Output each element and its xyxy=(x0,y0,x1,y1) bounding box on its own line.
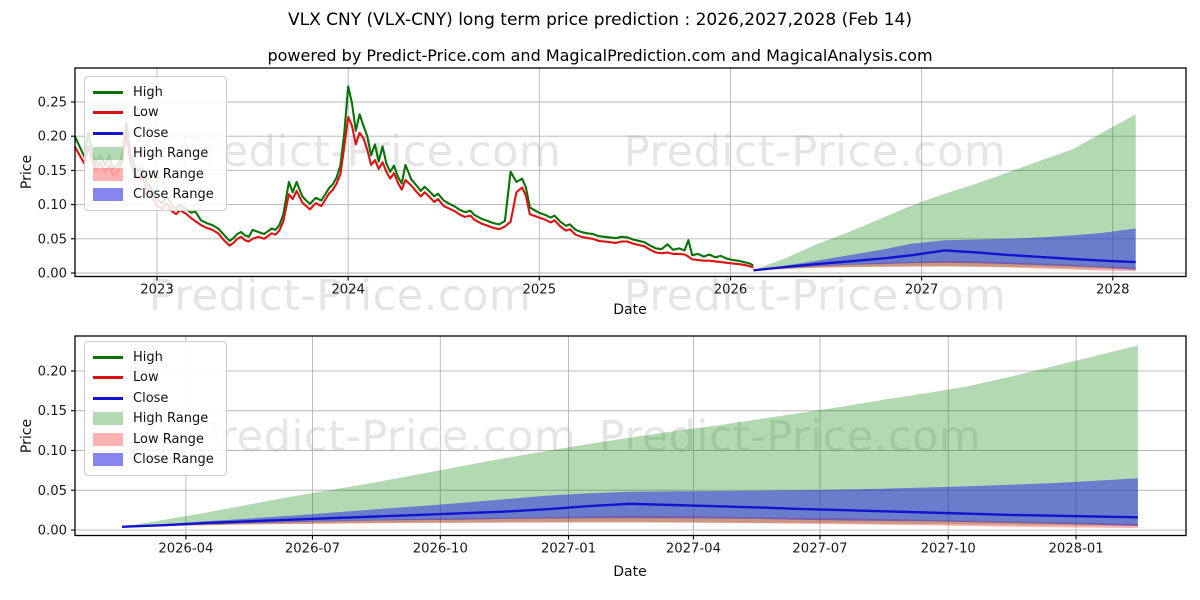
figure-title: VLX CNY (VLX-CNY) long term price predic… xyxy=(287,10,913,30)
legend-label: High xyxy=(133,84,163,100)
legend-item-close-range: Close Range xyxy=(93,450,214,471)
legend-item-low: Low xyxy=(93,103,214,124)
legend-label: Low Range xyxy=(133,166,204,182)
legend-label: High Range xyxy=(133,411,209,427)
legend-item-high: High xyxy=(93,347,214,368)
legend-label: High xyxy=(133,349,163,365)
legend-line-sample xyxy=(93,396,123,400)
x-tick-label: 2027-01 xyxy=(541,542,596,557)
y-tick-label: 0.15 xyxy=(38,404,67,419)
close-line xyxy=(753,249,1136,272)
legend-label: Close xyxy=(133,125,169,141)
x-tick-label: 2023 xyxy=(140,283,174,298)
low-line xyxy=(73,115,754,269)
high-range-band xyxy=(122,345,1138,527)
legend-item-close-range: Close Range xyxy=(93,185,214,206)
legend-item-low-range: Low Range xyxy=(93,429,214,450)
x-tick-label: 2027-10 xyxy=(921,542,976,557)
y-tick-label: 0.05 xyxy=(38,232,67,247)
top-chart-xlabel: Date xyxy=(613,302,647,318)
legend-label: Close Range xyxy=(133,452,214,468)
y-tick-label: 0.10 xyxy=(38,444,67,459)
high-range-band xyxy=(753,114,1136,271)
legend-label: High Range xyxy=(133,146,209,162)
legend-patch-sample xyxy=(93,432,123,446)
legend-label: Low xyxy=(133,105,159,121)
legend-patch-sample xyxy=(93,147,123,161)
bottom-chart-ylabel: Price xyxy=(19,418,35,454)
legend-label: Close Range xyxy=(133,187,214,203)
plot-border xyxy=(74,67,1187,278)
x-tick-label: 2027 xyxy=(905,283,939,298)
chart-long-term-history-and-prediction: 2023 2024 2025 2026 2027 2028 0.00 0.05 0.10 0.15… xyxy=(38,67,1187,298)
y-tick-label: 0.05 xyxy=(38,484,67,499)
legend-line-sample xyxy=(93,90,123,94)
x-tick-label: 2026-07 xyxy=(285,542,340,557)
watermark-text: Predict-Price.com xyxy=(598,412,982,462)
legend-patch-sample xyxy=(93,453,123,467)
y-tick-label: 0.15 xyxy=(38,164,67,179)
close-line xyxy=(121,502,1138,528)
legend-label: Low xyxy=(133,370,159,386)
legend-item-high-range: High Range xyxy=(93,409,214,430)
x-tick-label: 2028-01 xyxy=(1049,542,1104,557)
y-tick-label: 0.00 xyxy=(38,524,67,539)
watermark-text: Predict-Price.com xyxy=(623,271,1007,321)
legend-top-chart: High Low Close High Range Low Range Close Ran… xyxy=(84,76,227,211)
watermark-text: Predict-Price.com xyxy=(623,127,1007,177)
legend-line-sample xyxy=(93,131,123,135)
y-tick-label: 0.25 xyxy=(38,95,67,110)
legend-patch-sample xyxy=(93,188,123,202)
y-tick-label: 0.20 xyxy=(38,364,67,379)
plot-border xyxy=(74,335,1187,537)
x-tick-label: 2025 xyxy=(523,283,557,298)
x-tick-label: 2026-04 xyxy=(158,542,213,557)
legend-bottom-chart: High Low Close High Range Low Range Close Ran… xyxy=(84,341,227,476)
legend-item-low: Low xyxy=(93,368,214,389)
figure-subtitle: powered by Predict-Price.com and Magical… xyxy=(267,46,933,65)
legend-item-close: Close xyxy=(93,123,214,144)
x-tick-label: 2026 xyxy=(714,283,748,298)
x-tick-label: 2027-04 xyxy=(666,542,721,557)
legend-label: Low Range xyxy=(133,431,204,447)
legend-item-high-range: High Range xyxy=(93,144,214,165)
close-range-band xyxy=(122,478,1138,527)
watermark-text: Predict-Price.com xyxy=(193,412,577,462)
legend-item-high: High xyxy=(93,82,214,103)
legend-line-sample xyxy=(93,376,123,380)
legend-line-sample xyxy=(93,111,123,115)
x-tick-label: 2028 xyxy=(1096,283,1130,298)
x-tick-label: 2024 xyxy=(331,283,365,298)
low-range-band xyxy=(122,515,1138,528)
legend-item-low-range: Low Range xyxy=(93,164,214,185)
x-tick-label: 2026-10 xyxy=(413,542,468,557)
legend-label: Close xyxy=(133,390,169,406)
legend-line-sample xyxy=(93,355,123,359)
chart-prediction-detail-2026-2028: 2026-04 2026-07 2026-10 2027-01 2027-04 2027-… xyxy=(38,335,1187,557)
x-tick-label: 2027-07 xyxy=(792,542,847,557)
low-range-band xyxy=(753,260,1136,272)
bottom-chart-xlabel: Date xyxy=(613,564,647,580)
y-tick-label: 0.00 xyxy=(38,267,67,282)
y-tick-label: 0.20 xyxy=(38,130,67,145)
legend-patch-sample xyxy=(93,167,123,181)
watermark-text: Predict-Price.com xyxy=(148,271,532,321)
legend-patch-sample xyxy=(93,412,123,426)
y-tick-label: 0.10 xyxy=(38,198,67,213)
top-chart-ylabel: Price xyxy=(19,154,35,190)
legend-item-close: Close xyxy=(93,388,214,409)
